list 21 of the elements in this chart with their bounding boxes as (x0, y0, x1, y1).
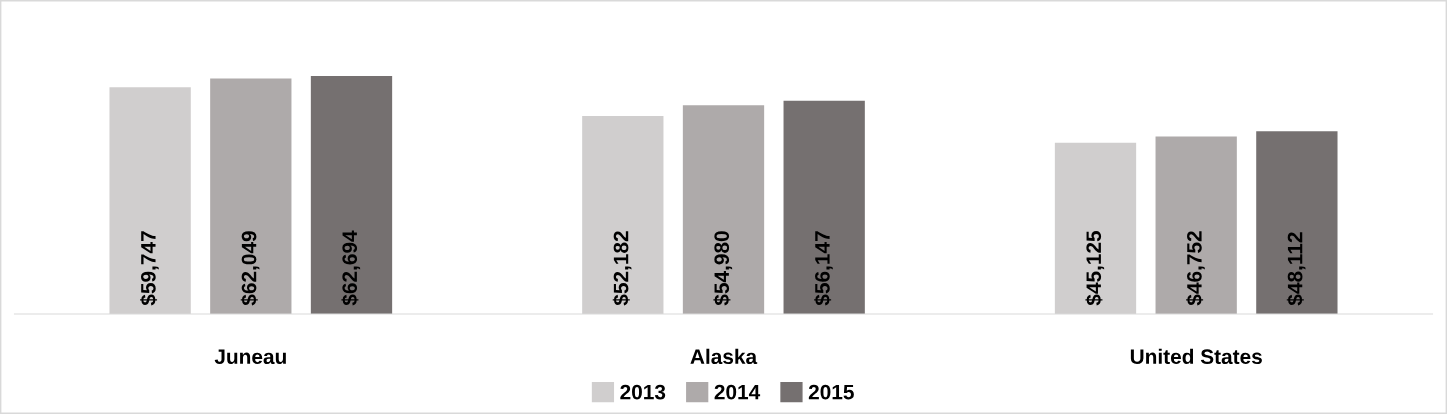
bar (310, 76, 393, 315)
data-label: $56,147 (814, 231, 833, 306)
data-label: $52,182 (612, 231, 632, 306)
bar (210, 78, 292, 315)
data-label: $62,049 (240, 231, 260, 306)
bar (682, 105, 765, 315)
data-label: $59,747 (140, 231, 159, 306)
data-label: $62,694 (341, 230, 361, 306)
bar (783, 100, 865, 315)
x-tick-label: Alaska (690, 348, 758, 365)
data-label: $48,112 (1286, 232, 1306, 306)
x-tick-label: United States (1130, 348, 1262, 365)
data-label: $45,125 (1085, 230, 1105, 306)
legend-label: 2015 (808, 384, 854, 400)
bar (1256, 131, 1338, 315)
bar (1155, 136, 1237, 315)
legend-label: 2013 (620, 384, 666, 400)
x-tick-label: Juneau (214, 349, 286, 365)
data-label: $54,980 (713, 231, 733, 306)
legend-label: 2014 (714, 384, 761, 400)
data-label: $46,752 (1186, 231, 1205, 306)
